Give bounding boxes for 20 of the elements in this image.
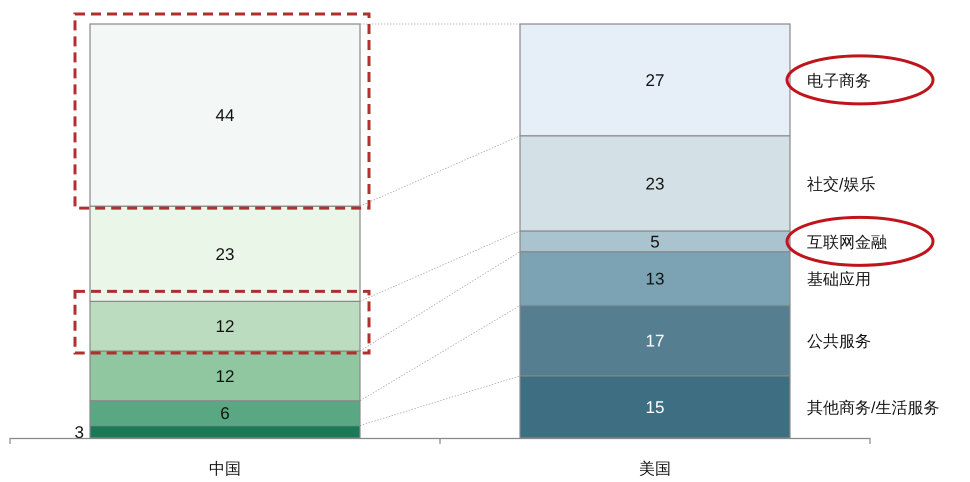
data-label: 23 xyxy=(646,174,664,194)
series-label: 基础应用 xyxy=(807,270,871,289)
data-label: 12 xyxy=(216,317,234,336)
series-label: 公共服务 xyxy=(807,332,871,351)
data-label: 23 xyxy=(216,244,234,264)
series-label: 其他商务/生活服务 xyxy=(807,398,940,417)
data-label: 27 xyxy=(646,70,664,90)
data-label: 5 xyxy=(650,232,660,252)
data-label: 13 xyxy=(646,270,664,289)
data-label: 15 xyxy=(646,398,664,417)
data-label: 17 xyxy=(646,332,664,351)
data-label: 44 xyxy=(216,106,234,126)
data-label: 3 xyxy=(74,422,84,442)
series-label: 电子商务 xyxy=(807,72,871,90)
data-label: 6 xyxy=(220,404,230,424)
series-label: 社交/娱乐 xyxy=(807,175,876,194)
series-label: 互联网金融 xyxy=(807,233,887,252)
x-tick-label: 美国 xyxy=(639,460,671,478)
data-label: 12 xyxy=(216,366,234,386)
x-tick-label: 中国 xyxy=(209,460,241,478)
